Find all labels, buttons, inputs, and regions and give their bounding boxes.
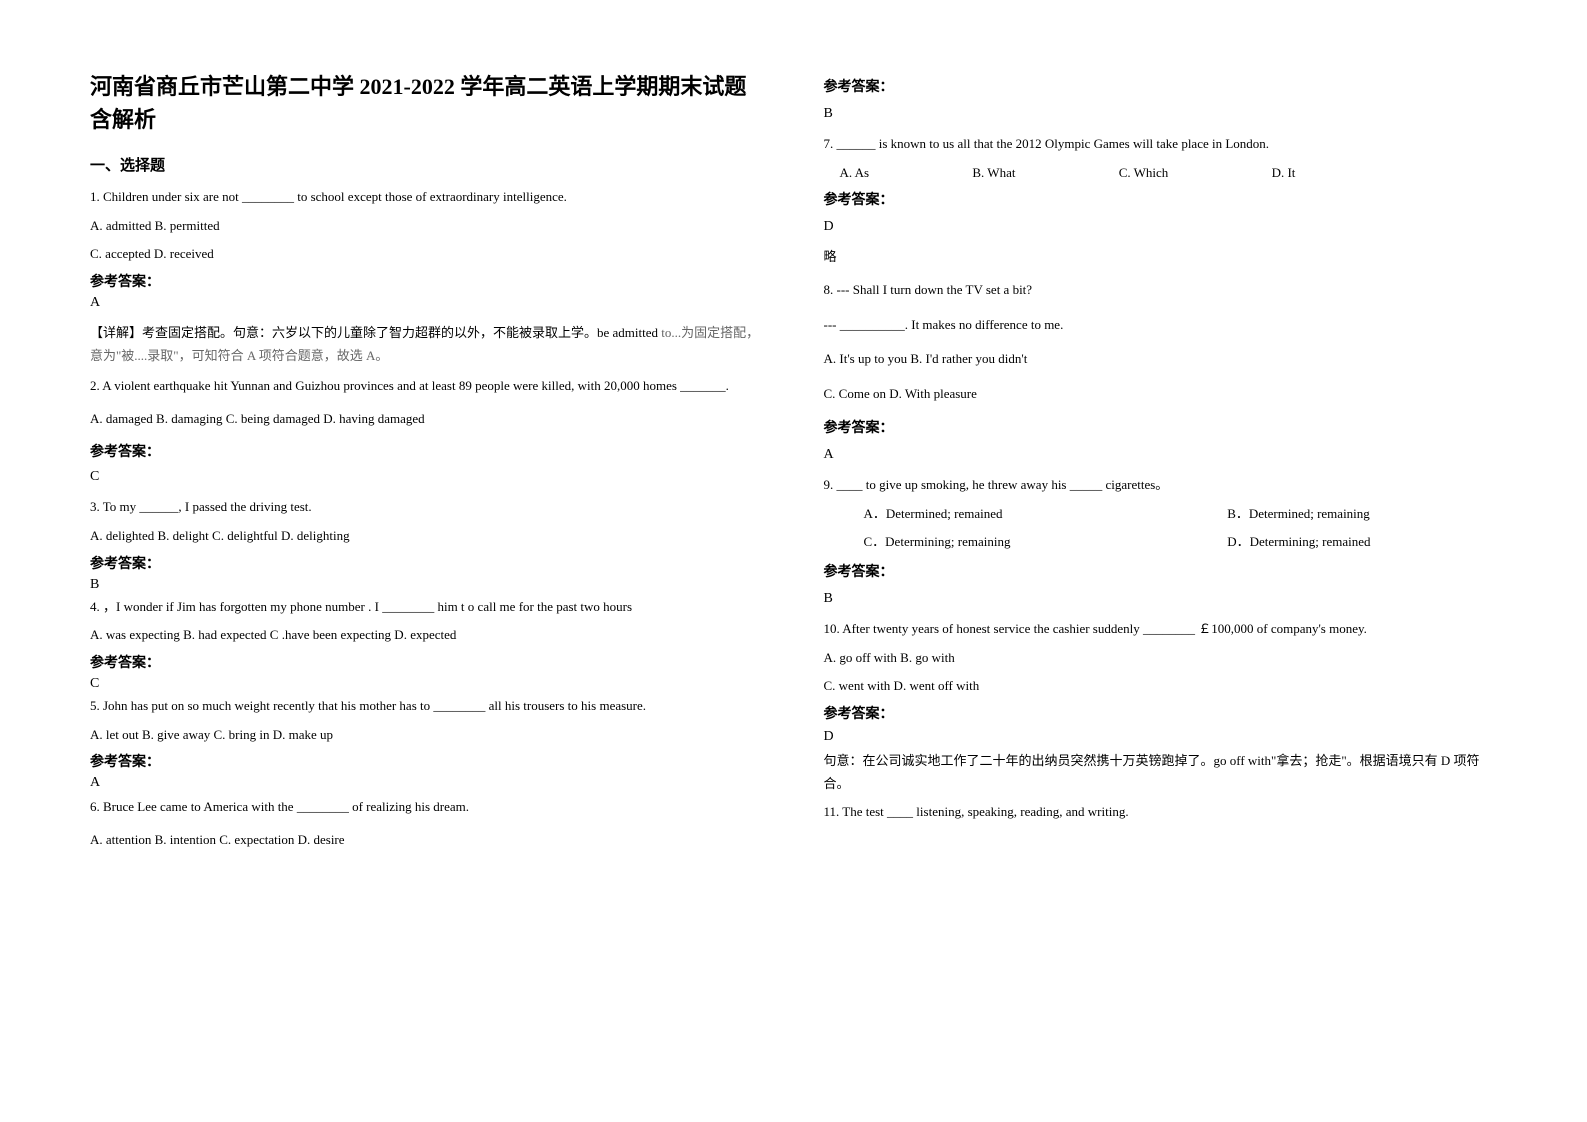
section-heading: 一、选择题 xyxy=(90,154,764,175)
q9-opt-b: B．Determined; remaining xyxy=(1227,502,1370,527)
q10-stem: 10. After twenty years of honest service… xyxy=(824,617,1498,642)
page: 河南省商丘市芒山第二中学 2021-2022 学年高二英语上学期期末试题含解析 … xyxy=(0,0,1587,897)
q9-stem: 9. ____ to give up smoking, he threw awa… xyxy=(824,473,1498,498)
q9-opt-d: D．Determining; remained xyxy=(1227,530,1370,555)
q9-opt-c: C．Determining; remaining xyxy=(824,530,1228,555)
q6-stem: 6. Bruce Lee came to America with the __… xyxy=(90,795,764,820)
q10-opts2: C. went with D. went off with xyxy=(824,674,1498,699)
answer-label: 参考答案： xyxy=(90,553,764,573)
q4-opts: A. was expecting B. had expected C .have… xyxy=(90,623,764,648)
q2-answer: C xyxy=(90,469,764,485)
q8-answer: A xyxy=(824,447,1498,463)
answer-label: 参考答案： xyxy=(90,751,764,771)
q9-opt-a: A．Determined; remained xyxy=(824,502,1228,527)
q8-opts2: C. Come on D. With pleasure xyxy=(824,382,1498,407)
q3-answer: B xyxy=(90,577,764,593)
answer-label: 参考答案： xyxy=(90,652,764,672)
q6-answer: B xyxy=(824,106,1498,122)
expl-text: 【详解】考查固定搭配。句意：六岁以下的儿童除了智力超群的以外，不能被录取上学。b… xyxy=(90,325,661,340)
q7-answer: D xyxy=(824,219,1498,235)
q7-opt-c: C. Which xyxy=(1119,161,1169,186)
q1-stem: 1. Children under six are not ________ t… xyxy=(90,185,764,210)
q8-opts1: A. It's up to you B. I'd rather you didn… xyxy=(824,347,1498,372)
left-column: 河南省商丘市芒山第二中学 2021-2022 学年高二英语上学期期末试题含解析 … xyxy=(90,70,764,857)
q5-answer: A xyxy=(90,775,764,791)
q7-stem: 7. ______ is known to us all that the 20… xyxy=(824,132,1498,157)
q7-opts: A. As B. What C. Which D. It xyxy=(824,161,1498,186)
q4-stem: 4. ，I wonder if Jim has forgotten my pho… xyxy=(90,595,764,620)
answer-label: 参考答案： xyxy=(824,703,1498,723)
q1-opts-a: A. admitted B. permitted xyxy=(90,214,764,239)
q10-answer: D xyxy=(824,729,1498,745)
q6-opts: A. attention B. intention C. expectation… xyxy=(90,828,764,853)
q10-opts1: A. go off with B. go with xyxy=(824,646,1498,671)
q2-opts: A. damaged B. damaging C. being damaged … xyxy=(90,407,764,432)
q2-stem: 2. A violent earthquake hit Yunnan and G… xyxy=(90,374,764,399)
q3-stem: 3. To my ______, I passed the driving te… xyxy=(90,495,764,520)
q1-opts-b: C. accepted D. received xyxy=(90,242,764,267)
q1-explanation: 【详解】考查固定搭配。句意：六岁以下的儿童除了智力超群的以外，不能被录取上学。b… xyxy=(90,321,764,368)
answer-label: 参考答案： xyxy=(824,189,1498,209)
q8-stem2: --- __________. It makes no difference t… xyxy=(824,313,1498,338)
q7-opt-d: D. It xyxy=(1272,161,1296,186)
q9-opts-row2: C．Determining; remaining D．Determining; … xyxy=(824,530,1498,555)
q5-opts: A. let out B. give away C. bring in D. m… xyxy=(90,723,764,748)
answer-label: 参考答案： xyxy=(824,417,1498,437)
q1-answer: A xyxy=(90,295,764,311)
answer-label: 参考答案： xyxy=(90,441,764,461)
q8-stem1: 8. --- Shall I turn down the TV set a bi… xyxy=(824,278,1498,303)
answer-label: 参考答案： xyxy=(824,76,1498,96)
document-title: 河南省商丘市芒山第二中学 2021-2022 学年高二英语上学期期末试题含解析 xyxy=(90,70,764,136)
q3-opts: A. delighted B. delight C. delightful D.… xyxy=(90,524,764,549)
answer-label: 参考答案： xyxy=(90,271,764,291)
q10-explanation: 句意：在公司诚实地工作了二十年的出纳员突然携十万英镑跑掉了。go off wit… xyxy=(824,749,1498,796)
q11-stem: 11. The test ____ listening, speaking, r… xyxy=(824,800,1498,825)
q4-answer: C xyxy=(90,676,764,692)
q7-opt-b: B. What xyxy=(972,161,1015,186)
q7-略: 略 xyxy=(824,245,1498,270)
answer-label: 参考答案： xyxy=(824,561,1498,581)
right-column: 参考答案： B 7. ______ is known to us all tha… xyxy=(824,70,1498,857)
q7-opt-a: A. As xyxy=(840,161,870,186)
q9-opts-row1: A．Determined; remained B．Determined; rem… xyxy=(824,502,1498,527)
q5-stem: 5. John has put on so much weight recent… xyxy=(90,694,764,719)
q9-answer: B xyxy=(824,591,1498,607)
